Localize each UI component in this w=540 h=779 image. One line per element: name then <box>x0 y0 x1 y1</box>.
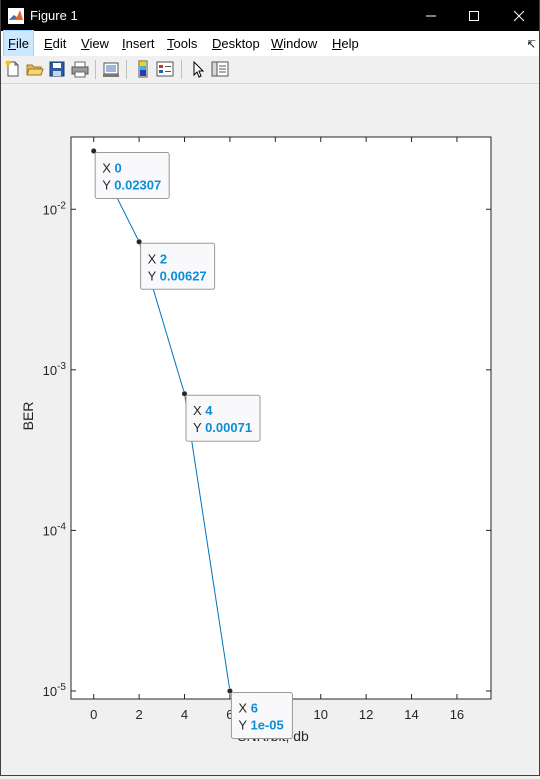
minimize-icon <box>426 15 436 16</box>
title-bar: Figure 1 <box>0 0 540 31</box>
property-inspector-icon[interactable] <box>211 60 229 78</box>
datatip-y-value: 0.02307 <box>114 177 161 192</box>
matlab-icon <box>8 8 24 24</box>
minimize-button[interactable] <box>408 0 454 31</box>
link-plot-icon[interactable] <box>102 60 120 78</box>
close-button[interactable] <box>496 0 540 31</box>
datatip-y-value: 0.00071 <box>205 420 252 435</box>
datatip-y-label: Y 0.00627 <box>148 268 207 283</box>
datatip[interactable]: X 0 Y 0.02307 <box>94 151 170 199</box>
datatip-y-value: 1e-05 <box>250 717 283 732</box>
insert-colorbar-icon[interactable] <box>134 60 152 78</box>
edit-plot-arrow-icon[interactable] <box>189 60 207 78</box>
toolbar-separator <box>181 60 182 79</box>
print-icon[interactable] <box>71 60 89 78</box>
save-icon[interactable] <box>48 60 66 78</box>
menu-overflow-icon[interactable]: ↸ <box>526 39 536 51</box>
data-point-marker[interactable] <box>226 687 234 695</box>
datatip-x-value: 2 <box>160 251 167 266</box>
datatip-x-label: X 4 <box>193 403 213 418</box>
datatip-x-label: X 0 <box>102 160 122 175</box>
menu-file[interactable]: File <box>3 30 34 57</box>
x-tick-label: 2 <box>135 707 142 722</box>
menu-bar: File Edit View Insert Tools Desktop Wind… <box>0 30 540 57</box>
datatip-y-label: Y 0.02307 <box>102 177 161 192</box>
datatip-x-label: X 2 <box>148 251 168 266</box>
data-point-marker[interactable] <box>136 238 143 245</box>
datatip-box <box>185 394 261 442</box>
menu-tools[interactable]: Tools <box>167 36 198 51</box>
x-tick-label: 0 <box>90 707 97 722</box>
datatip[interactable]: X 6 Y 1e-05 <box>230 691 293 739</box>
menu-window[interactable]: Window <box>271 36 318 51</box>
maximize-button[interactable] <box>451 0 497 31</box>
datatip-box <box>140 242 216 290</box>
maximize-icon <box>469 10 479 21</box>
toolbar-separator <box>126 60 127 79</box>
y-axis-label: BER <box>20 402 36 431</box>
toolbar-separator <box>95 60 96 79</box>
data-point-marker[interactable] <box>90 147 97 155</box>
x-tick-label: 14 <box>404 707 418 722</box>
x-tick-label: 10 <box>313 707 327 722</box>
x-tick-label: 4 <box>181 707 188 722</box>
y-tick-label: 10-2 <box>43 200 67 217</box>
datatip-x-value: 4 <box>205 403 213 418</box>
figure-toolbar <box>0 56 540 84</box>
datatip[interactable]: X 2 Y 0.00627 <box>140 242 216 290</box>
data-point-marker[interactable] <box>181 390 188 397</box>
datatip-box <box>230 691 293 739</box>
plot-axes <box>70 136 492 700</box>
menu-insert[interactable]: Insert <box>122 36 155 51</box>
datatip-y-label: Y 1e-05 <box>238 717 283 732</box>
datatip-y-label: Y 0.00071 <box>193 420 252 435</box>
datatip-x-value: 6 <box>251 700 258 715</box>
datatip-x-label: X 6 <box>238 700 258 715</box>
x-tick-label: 16 <box>450 707 464 722</box>
y-tick-label: 10-3 <box>43 361 67 378</box>
menu-file-rest: ile <box>15 36 29 51</box>
new-figure-icon[interactable] <box>4 60 22 78</box>
x-tick-label: 12 <box>359 707 373 722</box>
menu-help[interactable]: Help <box>332 36 359 51</box>
y-tick-label: 10-4 <box>43 521 67 538</box>
x-tick-label: 6 <box>226 707 233 722</box>
datatip-box <box>94 151 170 199</box>
datatip-x-value: 0 <box>114 160 121 175</box>
datatip-y-value: 0.00627 <box>160 268 207 283</box>
figure-canvas: 024681012141610-210-310-410-5SNR/bit, db… <box>1 84 539 774</box>
close-icon <box>513 10 525 21</box>
window-title: Figure 1 <box>30 8 78 23</box>
y-tick-label: 10-5 <box>43 682 67 699</box>
menu-edit[interactable]: Edit <box>44 36 67 51</box>
datatip[interactable]: X 4 Y 0.00071 <box>185 394 261 442</box>
menu-view[interactable]: View <box>81 36 109 51</box>
insert-legend-icon[interactable] <box>156 60 174 78</box>
plot-svg: 024681012141610-210-310-410-5SNR/bit, db… <box>20 136 492 744</box>
open-file-icon[interactable] <box>26 60 44 78</box>
menu-desktop[interactable]: Desktop <box>212 36 260 51</box>
